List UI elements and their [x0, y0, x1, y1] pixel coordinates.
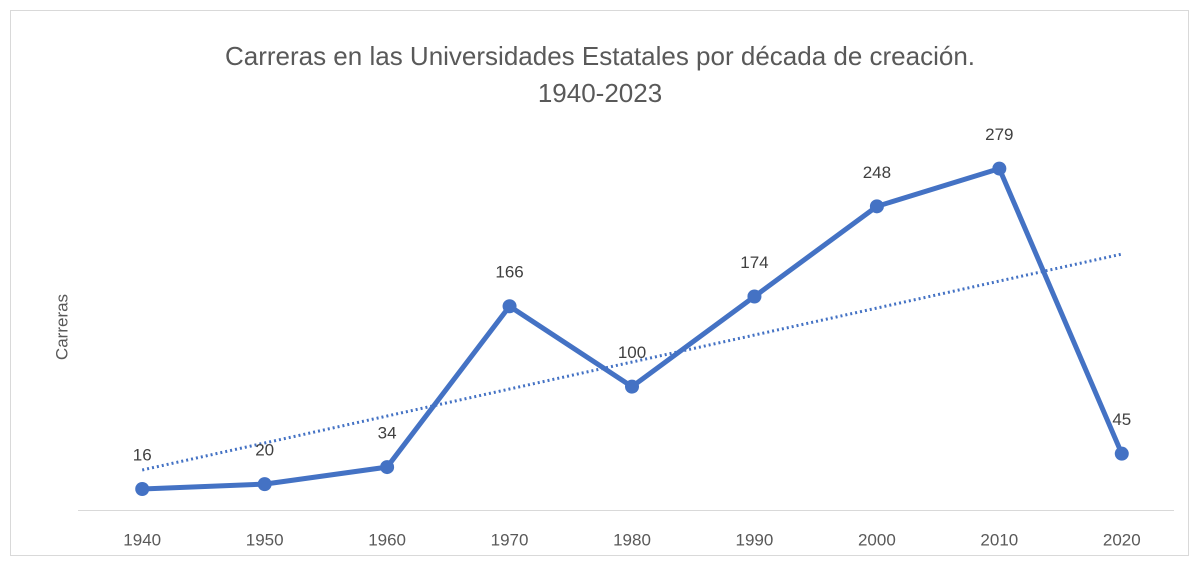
point — [992, 161, 1007, 176]
x-tick-label: 2020 — [1103, 530, 1141, 549]
point — [257, 477, 272, 492]
data-label: 174 — [740, 253, 768, 272]
data-label: 279 — [985, 125, 1013, 144]
data-label: 20 — [255, 441, 274, 460]
data-label: 166 — [495, 263, 523, 282]
point — [135, 482, 150, 497]
data-label: 34 — [378, 424, 397, 443]
data-label: 16 — [133, 445, 152, 464]
x-tick-label: 1960 — [368, 530, 406, 549]
chart-subtitle: 1940-2023 — [538, 78, 662, 108]
point — [502, 299, 517, 314]
data-label: 45 — [1112, 410, 1131, 429]
point — [380, 460, 395, 475]
data-label: 100 — [618, 343, 646, 362]
chart-title: Carreras en las Universidades Estatales … — [225, 41, 975, 71]
trendline — [141, 252, 1123, 472]
x-tick-label: 1950 — [246, 530, 284, 549]
point — [625, 379, 639, 394]
point — [869, 199, 884, 214]
x-tick-label: 2000 — [858, 530, 896, 549]
y-axis-label: Carreras — [52, 294, 71, 360]
x-tick-label: 2010 — [980, 530, 1018, 549]
point — [747, 289, 762, 304]
point — [1114, 446, 1129, 461]
x-tick-label: 1940 — [123, 530, 161, 549]
x-tick-label: 1990 — [736, 530, 774, 549]
x-tick-label: 1980 — [613, 530, 651, 549]
data-label: 248 — [863, 163, 891, 182]
x-tick-label: 1970 — [491, 530, 529, 549]
